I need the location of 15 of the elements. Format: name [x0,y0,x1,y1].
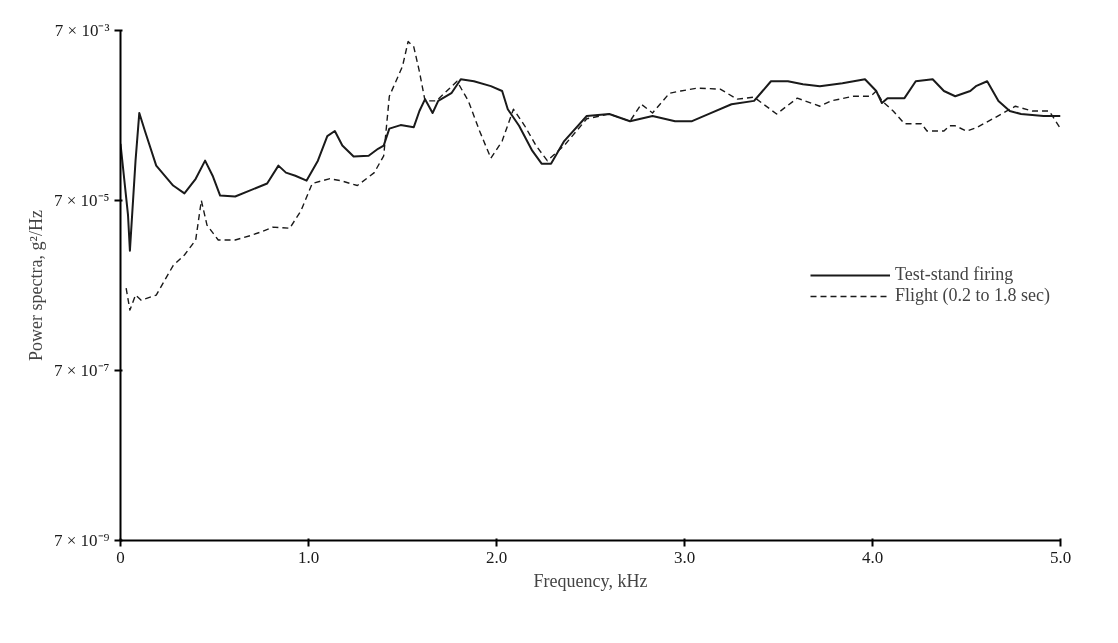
x-tick-label: 4.0 [861,547,884,567]
y-tick-label: 7 × 10⁻⁷ [53,361,110,380]
x-tick-label: 3.0 [673,547,696,567]
legend-label: Flight (0.2 to 1.8 sec) [895,285,1050,306]
x-tick-label: 1.0 [297,547,320,567]
x-tick-label: 0 [116,547,125,567]
y-tick-label: 7 × 10⁻⁵ [53,191,110,210]
legend-label: Test-stand firing [895,264,1014,285]
y-tick-label: 7 × 10⁻⁹ [53,531,110,550]
y-axis-title: Power spectra, g²/Hz [25,210,46,361]
line-series [125,40,1061,311]
x-tick-label: 2.0 [485,547,508,567]
x-axis-title: Frequency, kHz [533,570,648,591]
x-tick-label: 5.0 [1049,547,1072,567]
y-tick-label: 7 × 10⁻³ [54,21,110,40]
